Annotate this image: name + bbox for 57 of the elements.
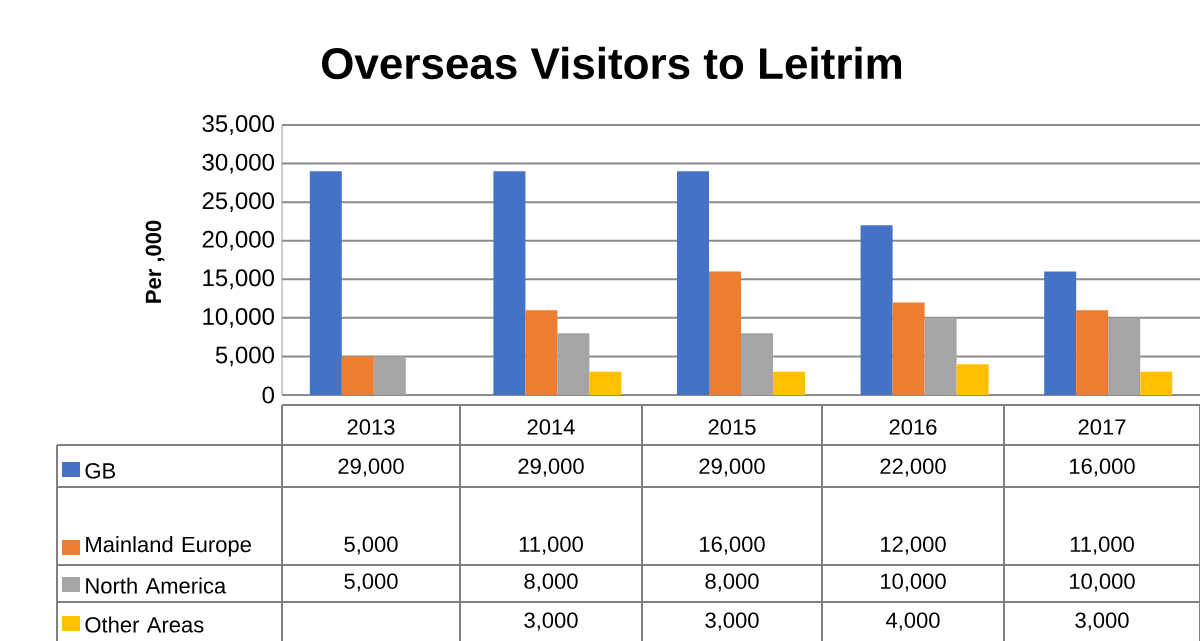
bar [1108, 317, 1141, 395]
y-tick-label: 15,000 [203, 269, 274, 290]
y-tick-label: 0 [262, 386, 275, 404]
data-label: 8,000 [524, 573, 578, 592]
data-label: 10,000 [1070, 573, 1135, 592]
data-label: 3,000 [1075, 612, 1129, 631]
y-tick-label: 25,000 [202, 192, 274, 213]
data-label: 12,000 [881, 536, 946, 555]
bar [924, 317, 957, 395]
data-label: 5,000 [344, 573, 398, 592]
bar [525, 310, 558, 395]
data-label: 29,000 [699, 458, 765, 477]
bar [373, 356, 406, 395]
data-label: 11,000 [519, 536, 583, 555]
bar [589, 371, 622, 395]
bar [956, 364, 989, 395]
data-label: 29,000 [338, 458, 404, 477]
y-tick-label: 35,000 [202, 115, 274, 135]
x-tick-label: 2014 [527, 419, 575, 435]
x-tick-label: 2013 [347, 419, 395, 435]
bar [1076, 310, 1109, 395]
bar [741, 333, 773, 395]
bar [709, 271, 742, 395]
bar [773, 371, 805, 395]
bar [677, 171, 709, 395]
y-axis-title: Per ,000 [145, 220, 165, 303]
y-tick-label: 20,000 [202, 230, 274, 251]
data-label: 11,000 [1070, 536, 1134, 555]
data-label: 10,000 [881, 573, 946, 592]
bar [860, 225, 893, 395]
legend-label: GB [85, 463, 116, 479]
data-label: 5,000 [344, 536, 398, 555]
y-tick-label: 5,000 [215, 346, 275, 367]
bar [341, 356, 374, 395]
data-label: 22,000 [880, 458, 946, 477]
chart-title: Overseas Visitors to Leitrim [321, 46, 902, 80]
legend-label: Mainland Europe [86, 536, 251, 557]
bar [1140, 371, 1173, 395]
x-tick-label: 2017 [1078, 419, 1126, 435]
bar [557, 333, 590, 395]
y-tick-label: 30,000 [202, 153, 274, 174]
data-label: 8,000 [705, 573, 759, 592]
data-label: 4,000 [885, 612, 940, 631]
legend-label: North America [86, 577, 227, 594]
data-label: 3,000 [705, 612, 759, 631]
bar [1044, 271, 1077, 395]
y-tick-label: 10,000 [203, 307, 274, 328]
x-tick-label: 2016 [889, 419, 937, 435]
data-label: 3,000 [524, 612, 578, 631]
bar [892, 302, 925, 395]
x-tick-label: 2015 [708, 419, 756, 435]
data-label: 16,000 [700, 536, 765, 555]
data-label: 29,000 [518, 458, 584, 477]
bar [493, 171, 526, 395]
bar [309, 171, 342, 395]
data-label: 16,000 [1070, 458, 1135, 477]
legend-label: Other Areas [85, 616, 204, 633]
